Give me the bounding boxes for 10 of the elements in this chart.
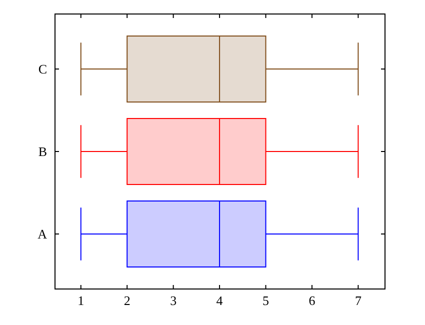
x-tick-label: 1 [78, 293, 84, 308]
x-tick-label: 4 [216, 293, 224, 308]
x-tick-label: 2 [124, 293, 130, 308]
y-tick-label: C [38, 62, 47, 77]
y-tick-label: A [38, 226, 48, 242]
x-tick-label: 3 [170, 293, 177, 308]
x-tick-label: 5 [262, 293, 270, 308]
x-tick-label: 7 [354, 293, 362, 308]
y-tick-label: B [38, 144, 48, 159]
x-tick-label: 6 [308, 293, 316, 308]
